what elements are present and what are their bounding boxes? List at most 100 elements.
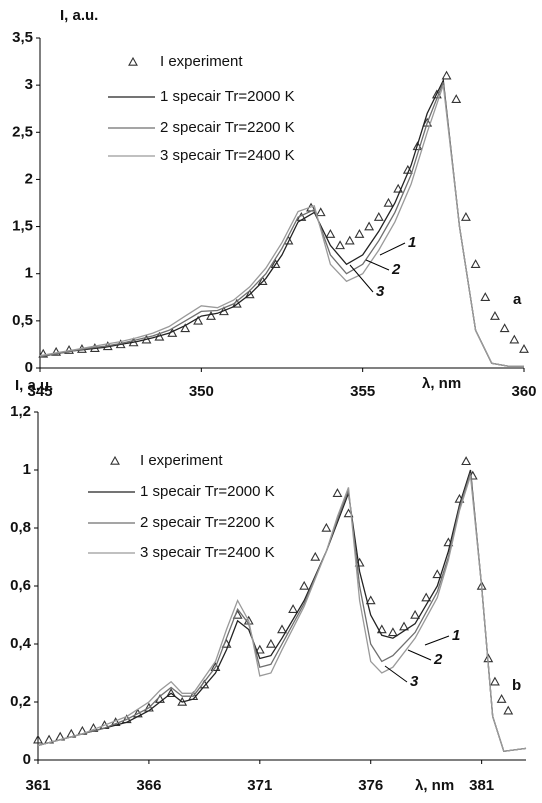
experiment-point <box>332 488 343 497</box>
experiment-point <box>310 551 321 561</box>
y-tick-label: 0 <box>25 359 33 376</box>
x-tick-label: 381 <box>469 777 494 794</box>
experiment-point <box>299 580 310 590</box>
experiment-point <box>509 334 520 344</box>
experiment-point <box>373 212 384 221</box>
legend-marker <box>128 56 138 66</box>
experiment-point <box>364 221 375 231</box>
y-axis-label: I, a.u. <box>60 7 98 24</box>
experiment-point <box>441 70 452 80</box>
legend-label: 3 specair Tr=2400 K <box>160 147 295 164</box>
y-tick-label: 0 <box>23 751 31 768</box>
experiment-point <box>387 627 398 637</box>
legend-label: 2 specair Tr=2200 K <box>160 119 295 136</box>
experiment-point <box>277 624 287 634</box>
x-tick-label: 355 <box>350 383 375 400</box>
experiment-point <box>33 734 43 744</box>
spectrum-line <box>37 475 527 753</box>
y-tick-label: 1 <box>23 461 31 478</box>
y-tick-label: 2,5 <box>12 123 33 140</box>
annotation-leader <box>379 242 406 256</box>
experiment-point <box>399 621 409 631</box>
experiment-point <box>410 609 421 619</box>
spectrum-line <box>37 472 527 753</box>
x-tick-label: 371 <box>247 777 272 794</box>
experiment-point <box>354 228 365 238</box>
annotation: 3 <box>410 673 419 690</box>
experiment-point <box>206 311 216 320</box>
experiment-point <box>180 323 191 333</box>
x-tick-label: 361 <box>25 777 50 794</box>
experiment-point <box>499 323 510 333</box>
legend-label: 1 specair Tr=2000 K <box>160 88 295 105</box>
annotation-leader <box>384 665 408 683</box>
legend-label: I experiment <box>160 53 243 70</box>
experiment-point <box>288 604 299 613</box>
experiment-point <box>460 212 471 221</box>
experiment-point <box>210 662 221 671</box>
annotation-leader <box>407 649 432 661</box>
x-tick-label: 360 <box>511 383 536 400</box>
experiment-point <box>496 693 507 703</box>
y-tick-label: 1,2 <box>10 403 31 420</box>
experiment-point <box>422 117 433 127</box>
experiment-point <box>432 569 443 579</box>
y-axis-label: I, a.u. <box>15 377 53 394</box>
experiment-point <box>51 346 62 356</box>
panel: 0 0,5 1 1,5 2 2,5 3 3,5 345 350 355 360 I, a.u. λ, nm… <box>12 7 536 400</box>
experiment-point <box>490 676 500 686</box>
experiment-point <box>376 624 387 634</box>
x-axis-label: λ, nm <box>415 777 454 794</box>
experiment-point <box>365 595 376 605</box>
panel-label: a <box>513 291 522 308</box>
spectrum-line <box>39 82 524 367</box>
annotation: 2 <box>433 651 443 668</box>
y-tick-label: 1,5 <box>12 218 33 235</box>
experiment-point <box>254 644 265 654</box>
experiment-point <box>393 183 404 193</box>
y-tick-label: 0,5 <box>12 312 33 329</box>
annotation: 1 <box>408 234 416 251</box>
y-tick-label: 0,6 <box>10 577 31 594</box>
experiment-point <box>470 259 481 269</box>
x-axis-label: λ, nm <box>422 375 461 392</box>
experiment-point <box>335 240 346 250</box>
y-tick-label: 1 <box>25 265 33 282</box>
annotation: 2 <box>391 261 401 278</box>
y-tick-label: 0,4 <box>10 635 32 652</box>
experiment-point <box>321 522 332 532</box>
annotation: 1 <box>452 627 460 644</box>
x-tick-label: 345 <box>27 383 52 400</box>
legend-marker <box>110 455 120 465</box>
experiment-point <box>421 592 432 602</box>
experiment-point <box>451 94 462 104</box>
experiment-point <box>265 638 276 648</box>
legend-label: 1 specair Tr=2000 K <box>140 483 275 500</box>
x-tick-label: 350 <box>189 383 214 400</box>
x-tick-label: 366 <box>136 777 161 794</box>
experiment-point <box>503 705 514 715</box>
spectrum-line <box>37 469 527 753</box>
spectrum-line <box>39 78 524 367</box>
x-tick-label: 376 <box>358 777 383 794</box>
experiment-point <box>38 348 49 358</box>
annotation: 3 <box>376 283 385 300</box>
annotation-leader <box>349 264 374 293</box>
panel: 0 0,2 0,4 0,6 0,8 1 1,2 361 366 371 376 381 I, a.u. λ… <box>10 377 527 794</box>
experiment-point <box>315 207 326 217</box>
y-tick-label: 3 <box>25 76 33 93</box>
experiment-point <box>461 456 472 466</box>
panel-label: b <box>512 677 521 694</box>
experiment-point <box>166 688 177 698</box>
annotation-leader <box>365 259 390 271</box>
annotation-leader <box>424 635 450 646</box>
experiment-point <box>490 311 500 320</box>
experiment-point <box>519 344 529 353</box>
experiment-point <box>354 557 365 567</box>
experiment-point <box>193 315 204 325</box>
experiment-point <box>480 292 491 302</box>
experiment-point <box>244 289 255 299</box>
experiment-point <box>383 197 394 207</box>
